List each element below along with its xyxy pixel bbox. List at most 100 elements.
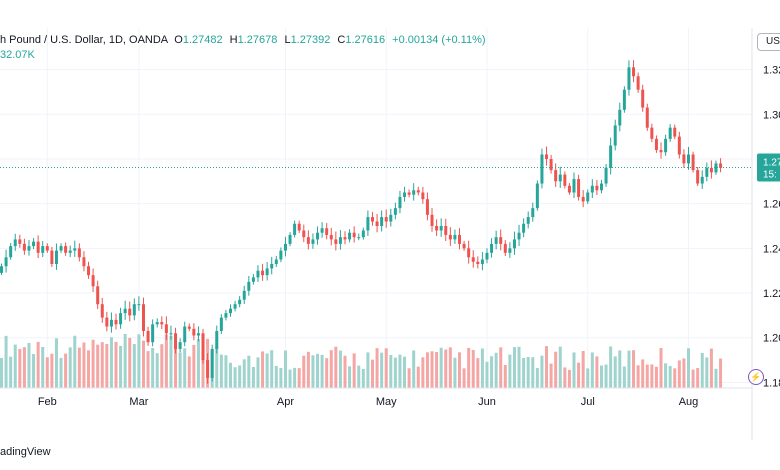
volume-bar [632,350,636,388]
volume-bar [517,346,521,388]
candle-body [567,185,571,193]
volume-bar [357,365,361,388]
candle-body [668,127,672,139]
volume-bar [430,351,434,388]
candle-body [352,232,356,238]
volume-bar [352,353,356,388]
candle-body [673,127,677,137]
volume-bar [480,348,484,388]
candle-body [311,239,315,244]
candle-body [485,252,489,260]
volume-bar [462,368,466,388]
volume-bar [283,350,287,388]
volume-bar [109,337,113,388]
candle-body [677,136,681,155]
candle-body [187,326,191,329]
high-value: 1.27678 [237,34,278,46]
currency-button[interactable]: USD [757,33,780,51]
volume-bar [508,354,512,388]
candle-body [618,109,622,126]
volume-bar [609,346,613,388]
volume-bar [13,344,17,388]
volume-bar [581,351,585,388]
candle-body [398,196,402,209]
volume-bar [389,355,393,388]
candle-body [224,313,228,318]
volume-bar [50,353,54,388]
alert-clock-icon[interactable]: ⚡ [748,369,764,385]
volume-bar [233,367,237,388]
top-toolbar [0,0,780,30]
candle-body [558,174,562,182]
volume-bar [361,368,365,388]
volume-bar [572,352,576,388]
price-tick-label: 1.18 [763,377,780,389]
volume-bar [160,344,164,388]
change-value: +0.00134 (+0.11%) [392,34,486,46]
volume-bar [155,353,159,388]
volume-bar [297,368,301,388]
candle-body [540,154,544,184]
volume-bar [654,366,658,388]
candle-body [100,304,104,318]
symbol-title[interactable]: h Pound / U.S. Dollar, 1D, OANDA [0,34,169,46]
candle-body [219,317,223,332]
volume-bar [343,355,347,388]
candle-body [160,322,164,325]
candle-body [251,277,255,282]
candle-body [471,257,475,262]
candle-body [448,234,452,240]
volume-bar [604,364,608,388]
candle-body [183,326,187,343]
candle-body [119,313,123,325]
volume-bar [82,342,86,388]
candle-body [709,167,713,173]
candle-body [306,237,310,244]
volume-bar [416,366,420,388]
candle-body [535,183,539,209]
volume-bar [137,334,141,388]
volume-bar [705,357,709,388]
low-label: L [284,34,291,46]
volume-bar [68,347,72,388]
volume-bar [668,366,672,388]
candle-body [206,360,210,378]
volume-bar [123,334,127,388]
volume-bar [178,352,182,388]
close-label: C [337,34,346,46]
volume-bar [215,345,219,388]
candle-body [590,185,594,193]
volume-bar [316,353,320,388]
volume-bar [201,350,205,388]
candle-body [577,179,581,197]
volume-bar [659,347,663,388]
tradingview-brand[interactable]: adingView [0,446,51,458]
candle-body [279,250,283,260]
candle-body [682,154,686,164]
volume-bar [91,339,95,388]
volume-bar [41,346,45,388]
volume-bars [0,334,723,388]
price-tick-label: 1.26 [763,199,780,211]
candle-body [490,243,494,253]
volume-bar [288,369,292,388]
candle-body [691,154,695,171]
volume-bar [554,351,558,388]
volume-bar [146,351,150,388]
candlesticks [0,60,723,384]
candle-body [412,190,416,195]
volume-bar [435,351,439,388]
candle-body [563,174,567,186]
candle-body [141,304,145,332]
candle-body [499,237,503,244]
candle-body [421,192,425,200]
volume-bar [403,356,407,388]
candle-body [650,127,654,139]
candle-body [215,331,219,349]
candle-body [0,266,3,273]
grid [0,28,752,388]
candle-body [196,333,200,336]
candle-body [261,270,265,276]
